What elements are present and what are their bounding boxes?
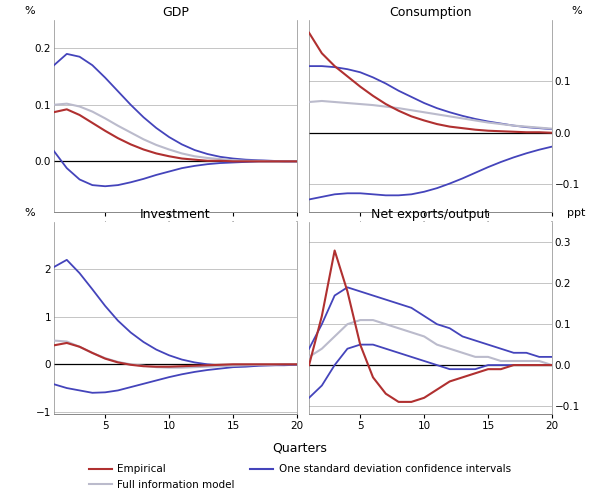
Y-axis label: %: % [25,6,35,16]
Y-axis label: %: % [571,6,581,16]
Title: GDP: GDP [162,6,189,19]
Y-axis label: ppt: ppt [567,208,586,218]
Title: Investment: Investment [140,208,211,221]
Text: Quarters: Quarters [272,442,328,455]
Legend: Empirical, Full information model, One standard deviation confidence intervals: Empirical, Full information model, One s… [85,460,515,494]
Title: Net exports/output: Net exports/output [371,208,490,221]
Title: Consumption: Consumption [389,6,472,19]
Y-axis label: %: % [25,208,35,218]
